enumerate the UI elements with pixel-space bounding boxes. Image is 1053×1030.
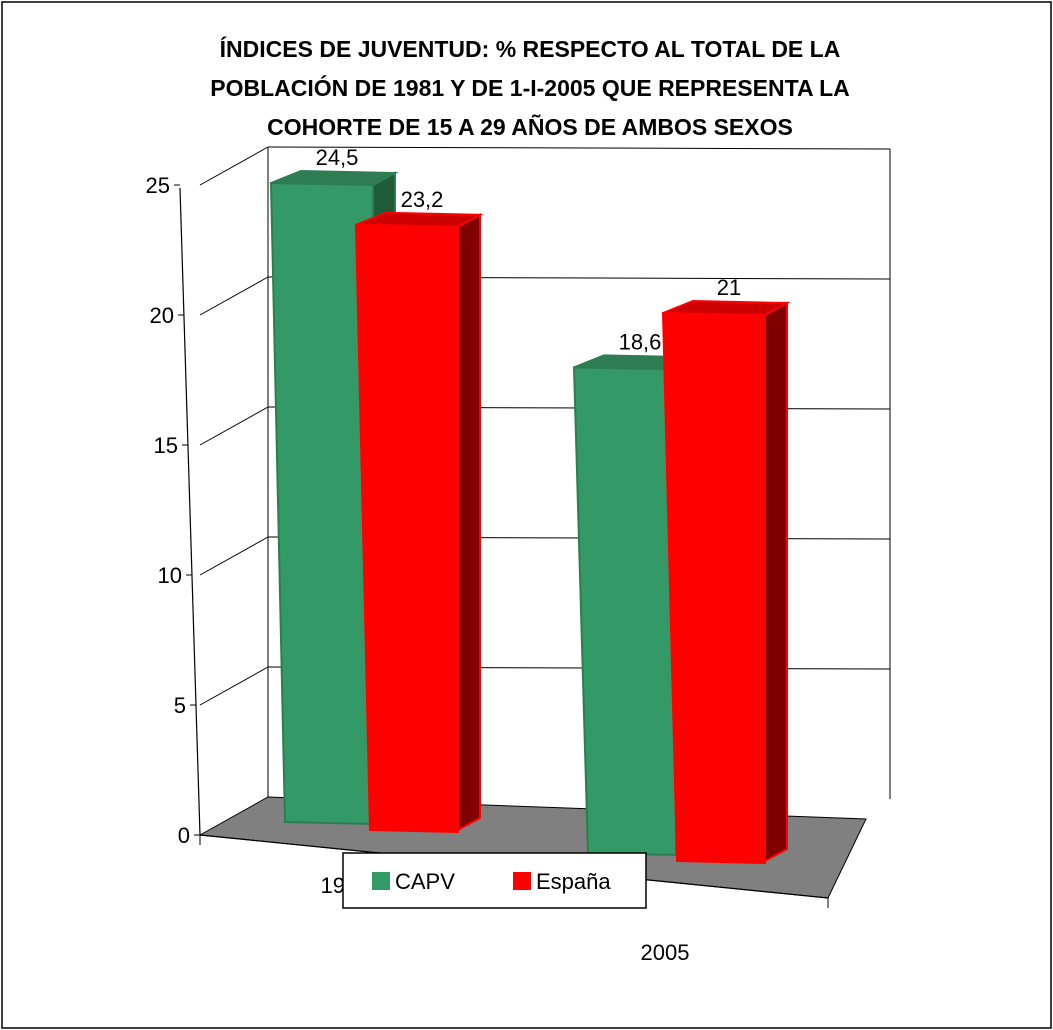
- bar-side: [764, 301, 788, 863]
- gridline-side: [199, 276, 269, 316]
- y-tick-label: 10: [158, 563, 182, 588]
- y-tick-label: 25: [146, 173, 170, 198]
- data-label: 24,5: [316, 145, 359, 170]
- gridline-side: [199, 536, 269, 576]
- y-tick-label: 15: [154, 433, 178, 458]
- y-axis: 0 5 10 15 20 25: [146, 173, 201, 848]
- legend-swatch-capv: [372, 872, 390, 890]
- bar-front: [354, 223, 459, 834]
- chart-title-line-2: POBLACIÓN DE 1981 Y DE 1-I-2005 QUE REPR…: [210, 74, 850, 101]
- gridline-side: [199, 406, 269, 446]
- gridline-side: [199, 146, 269, 186]
- bar-front: [661, 311, 766, 865]
- legend-box: [342, 852, 647, 909]
- data-label: 21: [717, 275, 741, 300]
- chart-title: ÍNDICES DE JUVENTUD: % RESPECTO AL TOTAL…: [210, 35, 850, 140]
- y-tick-label: 0: [178, 823, 190, 848]
- gridline-side: [199, 666, 269, 706]
- bar-espaa-1981: 23,2: [354, 187, 484, 834]
- legend: CAPV España: [342, 852, 647, 909]
- y-tick-label: 20: [150, 303, 174, 328]
- y-tick-label: 5: [174, 693, 186, 718]
- y-axis-line: [179, 187, 201, 836]
- data-label: 23,2: [401, 187, 444, 212]
- bar-side: [457, 213, 481, 832]
- legend-swatch-espana: [513, 872, 531, 890]
- bar-front: [269, 181, 374, 826]
- legend-label-espana: España: [536, 869, 611, 894]
- chart-title-line-1: ÍNDICES DE JUVENTUD: % RESPECTO AL TOTAL…: [220, 35, 841, 62]
- bar-front: [572, 366, 677, 857]
- legend-label-capv: CAPV: [395, 869, 455, 894]
- gridline: [267, 146, 891, 150]
- x-tick-label: 2005: [641, 940, 690, 965]
- bar-espaa-2005: 21: [661, 275, 791, 865]
- chart-title-line-3: COHORTE DE 15 A 29 AÑOS DE AMBOS SEXOS: [267, 113, 793, 140]
- data-label: 18,6: [619, 329, 662, 354]
